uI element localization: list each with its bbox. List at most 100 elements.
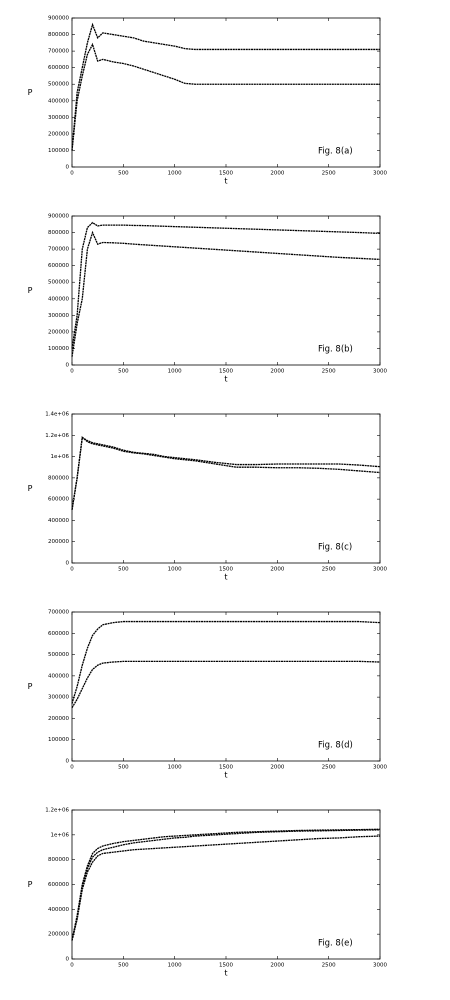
x-tick-label: 3000 xyxy=(373,765,387,771)
figure-annotation: Fig. 8(b) xyxy=(318,345,353,355)
data-line xyxy=(71,221,381,349)
x-tick-label: 1500 xyxy=(219,963,233,969)
y-tick-label: 600000 xyxy=(48,631,69,637)
data-line xyxy=(71,660,381,709)
y-tick-label: 1.2e+06 xyxy=(45,433,69,439)
x-axis-label: t xyxy=(224,573,227,582)
figure-annotation: Fig. 8(e) xyxy=(318,939,353,949)
data-line xyxy=(71,829,381,941)
y-tick-label: 0 xyxy=(66,759,70,765)
data-line xyxy=(71,828,381,941)
x-tick-label: 1500 xyxy=(219,369,233,375)
y-tick-label: 500000 xyxy=(48,652,69,658)
y-tick-label: 0 xyxy=(66,363,70,369)
y-tick-label: 1e+06 xyxy=(51,454,70,460)
y-tick-label: 200000 xyxy=(48,716,69,722)
x-tick-label: 2000 xyxy=(270,963,284,969)
x-tick-label: 500 xyxy=(118,963,129,969)
y-tick-label: 100000 xyxy=(48,346,69,352)
plot-frame xyxy=(71,413,381,564)
y-tick-label: 400000 xyxy=(48,907,69,913)
y-tick-label: 200000 xyxy=(48,539,69,545)
y-tick-label: 200000 xyxy=(48,932,69,938)
x-tick-label: 2000 xyxy=(270,567,284,573)
x-tick-label: 0 xyxy=(70,567,74,573)
y-tick-label: 400000 xyxy=(48,296,69,302)
y-tick-label: 800000 xyxy=(48,230,69,236)
x-tick-label: 1000 xyxy=(168,567,182,573)
figure-annotation: Fig. 8(c) xyxy=(318,543,352,553)
y-tick-label: 800000 xyxy=(48,32,69,38)
plot-frame xyxy=(71,215,381,366)
x-axis-label: t xyxy=(224,969,227,978)
x-tick-label: 0 xyxy=(70,765,74,771)
y-tick-label: 0 xyxy=(66,165,70,171)
data-line xyxy=(71,620,381,704)
y-axis-label: P xyxy=(28,88,33,97)
x-tick-label: 500 xyxy=(118,567,129,573)
y-tick-label: 800000 xyxy=(48,475,69,481)
data-line xyxy=(71,230,381,357)
y-tick-label: 100000 xyxy=(48,737,69,743)
y-axis-label: P xyxy=(28,484,33,493)
y-tick-label: 200000 xyxy=(48,329,69,335)
figure-annotation: Fig. 8(a) xyxy=(318,147,353,157)
x-tick-label: 2500 xyxy=(322,567,336,573)
x-tick-label: 3000 xyxy=(373,171,387,177)
x-tick-label: 0 xyxy=(70,369,74,375)
x-axis-label: t xyxy=(224,375,227,384)
y-tick-label: 600000 xyxy=(48,882,69,888)
y-tick-label: 700000 xyxy=(48,247,69,253)
x-tick-label: 500 xyxy=(118,171,129,177)
y-tick-label: 100000 xyxy=(48,148,69,154)
y-axis-label: P xyxy=(28,880,33,889)
x-tick-label: 500 xyxy=(118,765,129,771)
x-tick-label: 0 xyxy=(70,171,74,177)
data-line xyxy=(71,22,380,151)
x-tick-label: 2500 xyxy=(322,171,336,177)
x-tick-label: 2500 xyxy=(322,765,336,771)
y-tick-label: 1.4e+06 xyxy=(45,412,69,418)
y-tick-label: 500000 xyxy=(48,82,69,88)
x-tick-label: 1000 xyxy=(168,963,182,969)
y-tick-label: 400000 xyxy=(48,518,69,524)
x-tick-label: 2000 xyxy=(270,369,284,375)
figure-annotation: Fig. 8(d) xyxy=(318,741,353,751)
x-tick-label: 500 xyxy=(118,369,129,375)
x-tick-label: 2000 xyxy=(270,171,284,177)
x-tick-label: 2000 xyxy=(270,765,284,771)
y-tick-label: 200000 xyxy=(48,131,69,137)
y-tick-label: 1e+06 xyxy=(51,832,70,838)
y-axis-label: P xyxy=(28,682,33,691)
x-tick-label: 1500 xyxy=(219,171,233,177)
y-tick-label: 400000 xyxy=(48,673,69,679)
y-tick-label: 700000 xyxy=(48,610,69,616)
data-line xyxy=(71,835,381,941)
y-tick-label: 600000 xyxy=(48,65,69,71)
x-tick-label: 1500 xyxy=(219,765,233,771)
x-tick-label: 2500 xyxy=(322,963,336,969)
y-tick-label: 800000 xyxy=(48,857,69,863)
y-tick-label: 300000 xyxy=(48,695,69,701)
y-tick-label: 0 xyxy=(66,561,70,567)
y-tick-label: 500000 xyxy=(48,280,69,286)
y-tick-label: 1.2e+06 xyxy=(45,808,69,814)
y-tick-label: 300000 xyxy=(48,313,69,319)
y-tick-label: 0 xyxy=(66,957,70,963)
x-axis-label: t xyxy=(224,177,227,186)
y-tick-label: 600000 xyxy=(48,497,69,503)
y-tick-label: 900000 xyxy=(48,214,69,220)
x-tick-label: 1000 xyxy=(168,765,182,771)
x-tick-label: 3000 xyxy=(373,567,387,573)
y-axis-label: P xyxy=(28,286,33,295)
x-axis-label: t xyxy=(224,771,227,780)
x-tick-label: 1500 xyxy=(219,567,233,573)
x-tick-label: 0 xyxy=(70,963,74,969)
data-line xyxy=(71,436,381,510)
y-tick-label: 300000 xyxy=(48,115,69,121)
x-tick-label: 1000 xyxy=(168,171,182,177)
x-tick-label: 1000 xyxy=(168,369,182,375)
y-tick-label: 700000 xyxy=(48,49,69,55)
x-tick-label: 3000 xyxy=(373,963,387,969)
y-tick-label: 400000 xyxy=(48,98,69,104)
